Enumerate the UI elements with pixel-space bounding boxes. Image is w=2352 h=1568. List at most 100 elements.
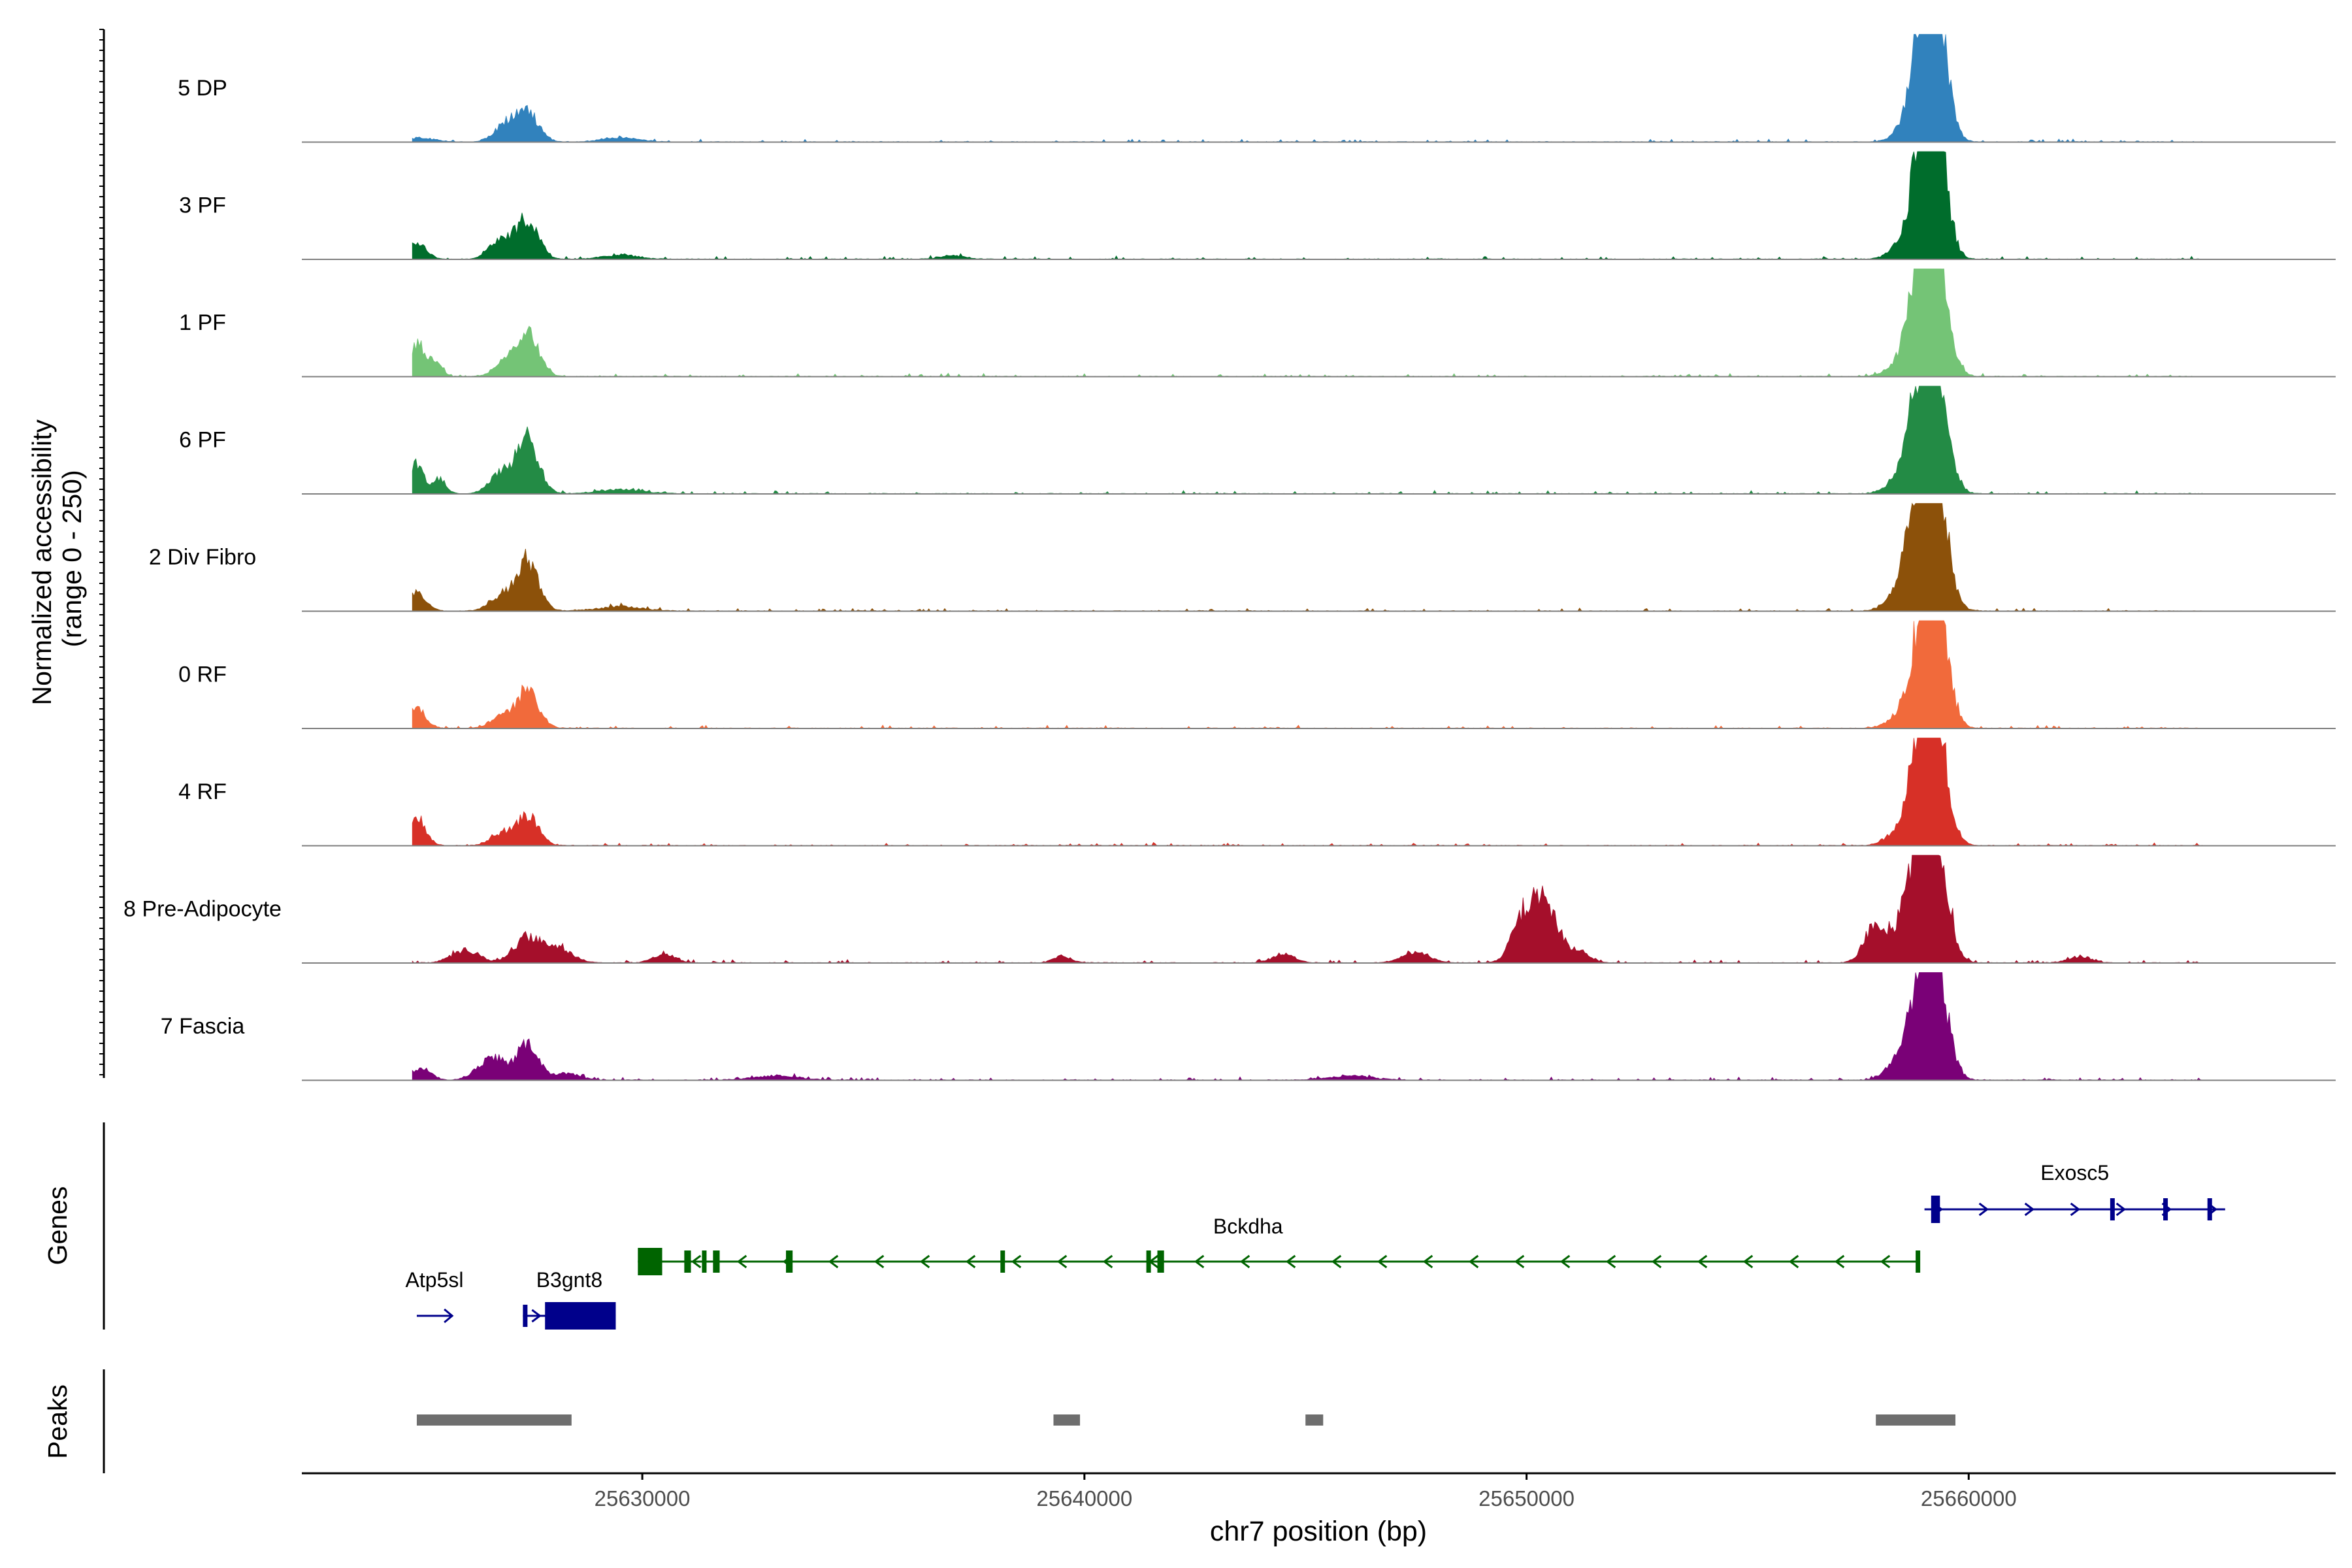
strand-chevron [1978, 1202, 1989, 1217]
peak-region [416, 1414, 572, 1426]
coverage-area [412, 34, 2202, 143]
x-tick-label: 25650000 [1478, 1486, 1575, 1511]
strand-chevron [1788, 1254, 1799, 1269]
strand-chevron [1377, 1254, 1388, 1269]
x-axis: 25630000 25640000 25650000 25660000 chr7 po… [302, 1472, 2336, 1547]
strand-chevron [1239, 1254, 1250, 1269]
strand-chevron [1468, 1254, 1479, 1269]
strand-chevron [1285, 1254, 1296, 1269]
coverage-track: 4 RF [178, 738, 2336, 847]
exon [702, 1250, 707, 1273]
genes-panel-label: Genes [42, 1186, 73, 1266]
strand-chevron [1194, 1254, 1205, 1269]
exon [545, 1302, 616, 1330]
coverage-tracks: 5 DP 3 PF 1 PF 6 PF 2 Div Fibro 0 RF 4 RF 8 Pre… [123, 34, 2336, 1081]
coverage-track: 5 DP [178, 34, 2336, 143]
gene-label: Exosc5 [2040, 1161, 2109, 1184]
strand-chevron [1651, 1254, 1662, 1269]
exon [1157, 1250, 1164, 1273]
strand-chevron [1102, 1254, 1113, 1269]
gene-atp5sl: Atp5sl [406, 1268, 464, 1324]
coverage-track: 1 PF [179, 269, 2336, 378]
peak-region [1053, 1414, 1081, 1426]
track-label: 1 PF [179, 310, 226, 335]
gene-label: Bckdha [1213, 1215, 1283, 1238]
peak-region [1305, 1414, 1324, 1426]
strand-chevron [2024, 1202, 2035, 1217]
strand-chevron [1514, 1254, 1525, 1269]
strand-chevron [1011, 1254, 1022, 1269]
coverage-track: 8 Pre-Adipocyte [123, 855, 2336, 964]
coverage-panel: Normalized accessibility (range 0 - 250)… [27, 29, 2336, 1081]
x-tick-label: 25640000 [1036, 1486, 1132, 1511]
strand-chevron [1834, 1254, 1845, 1269]
exon [2110, 1198, 2115, 1220]
coverage-y-axis-label-line2: (range 0 - 250) [57, 470, 87, 647]
exon [523, 1305, 528, 1327]
strand-chevron [1331, 1254, 1342, 1269]
peaks-panel-label: Peaks [42, 1384, 73, 1459]
track-label: 7 Fascia [161, 1014, 245, 1039]
exon [2163, 1198, 2168, 1220]
strand-chevron [1056, 1254, 1068, 1269]
gene-b3gnt8: B3gnt8 [523, 1268, 616, 1330]
track-label: 6 PF [179, 428, 226, 453]
coverage-track: 3 PF [179, 151, 2336, 260]
coverage-y-axis-label: Normalized accessibility (range 0 - 250) [27, 412, 87, 706]
coverage-area [412, 972, 2202, 1081]
track-label: 5 DP [178, 76, 227, 101]
strand-chevron [874, 1254, 885, 1269]
coverage-area [412, 151, 2202, 260]
coverage-area [412, 269, 2202, 377]
x-axis-ticks: 25630000 25640000 25650000 25660000 [595, 1473, 2017, 1511]
strand-chevron [1880, 1254, 1891, 1269]
coverage-track: 6 PF [179, 385, 2336, 495]
gene-exosc5: Exosc5 [1924, 1161, 2225, 1223]
coverage-area [412, 385, 2202, 495]
x-tick-label: 25630000 [595, 1486, 691, 1511]
exon [1146, 1250, 1151, 1273]
strand-chevron [919, 1254, 930, 1269]
strand-chevron [1742, 1254, 1754, 1269]
strand-chevron [1422, 1254, 1433, 1269]
strand-chevron [1605, 1254, 1616, 1269]
peak-region [1876, 1414, 1956, 1426]
coverage-track: 0 RF [178, 620, 2336, 729]
coverage-area [412, 620, 2202, 729]
strand-chevron [828, 1254, 839, 1269]
exon [638, 1248, 662, 1275]
track-label: 2 Div Fibro [149, 545, 256, 570]
strand-chevron [965, 1254, 976, 1269]
strand-arrow [444, 1308, 454, 1324]
track-label: 8 Pre-Adipocyte [123, 897, 282, 922]
x-tick-label: 25660000 [1921, 1486, 2017, 1511]
gene-label: Atp5sl [406, 1268, 464, 1292]
strand-chevron [2115, 1202, 2127, 1217]
coverage-y-ticks [99, 29, 104, 1075]
coverage-area [412, 502, 2202, 612]
genes-panel: Genes Atp5sl B3gnt8 Bckdha Exosc5 [42, 1122, 2225, 1330]
strand-chevron [1560, 1254, 1571, 1269]
strand-chevron [2070, 1202, 2081, 1217]
exon [1931, 1196, 1940, 1223]
strand-chevron [691, 1254, 702, 1269]
exon [1000, 1250, 1005, 1273]
exon [684, 1250, 691, 1273]
gene-bckdha: Bckdha [638, 1215, 1921, 1275]
coverage-y-axis-label-line1: Normalized accessibility [27, 419, 57, 705]
track-label: 4 RF [178, 779, 227, 804]
exon [786, 1250, 793, 1273]
coverage-track: 2 Div Fibro [149, 502, 2336, 612]
peak-regions [416, 1414, 1956, 1426]
exon [2207, 1198, 2212, 1220]
track-label: 3 PF [179, 193, 226, 218]
exon [1916, 1250, 1921, 1273]
x-axis-label: chr7 position (bp) [1210, 1516, 1427, 1547]
peaks-panel: Peaks [42, 1369, 1956, 1473]
gene-label: B3gnt8 [536, 1268, 602, 1292]
coverage-area [412, 738, 2202, 847]
exon [713, 1250, 720, 1273]
strand-chevron [1697, 1254, 1708, 1269]
track-label: 0 RF [178, 662, 227, 687]
